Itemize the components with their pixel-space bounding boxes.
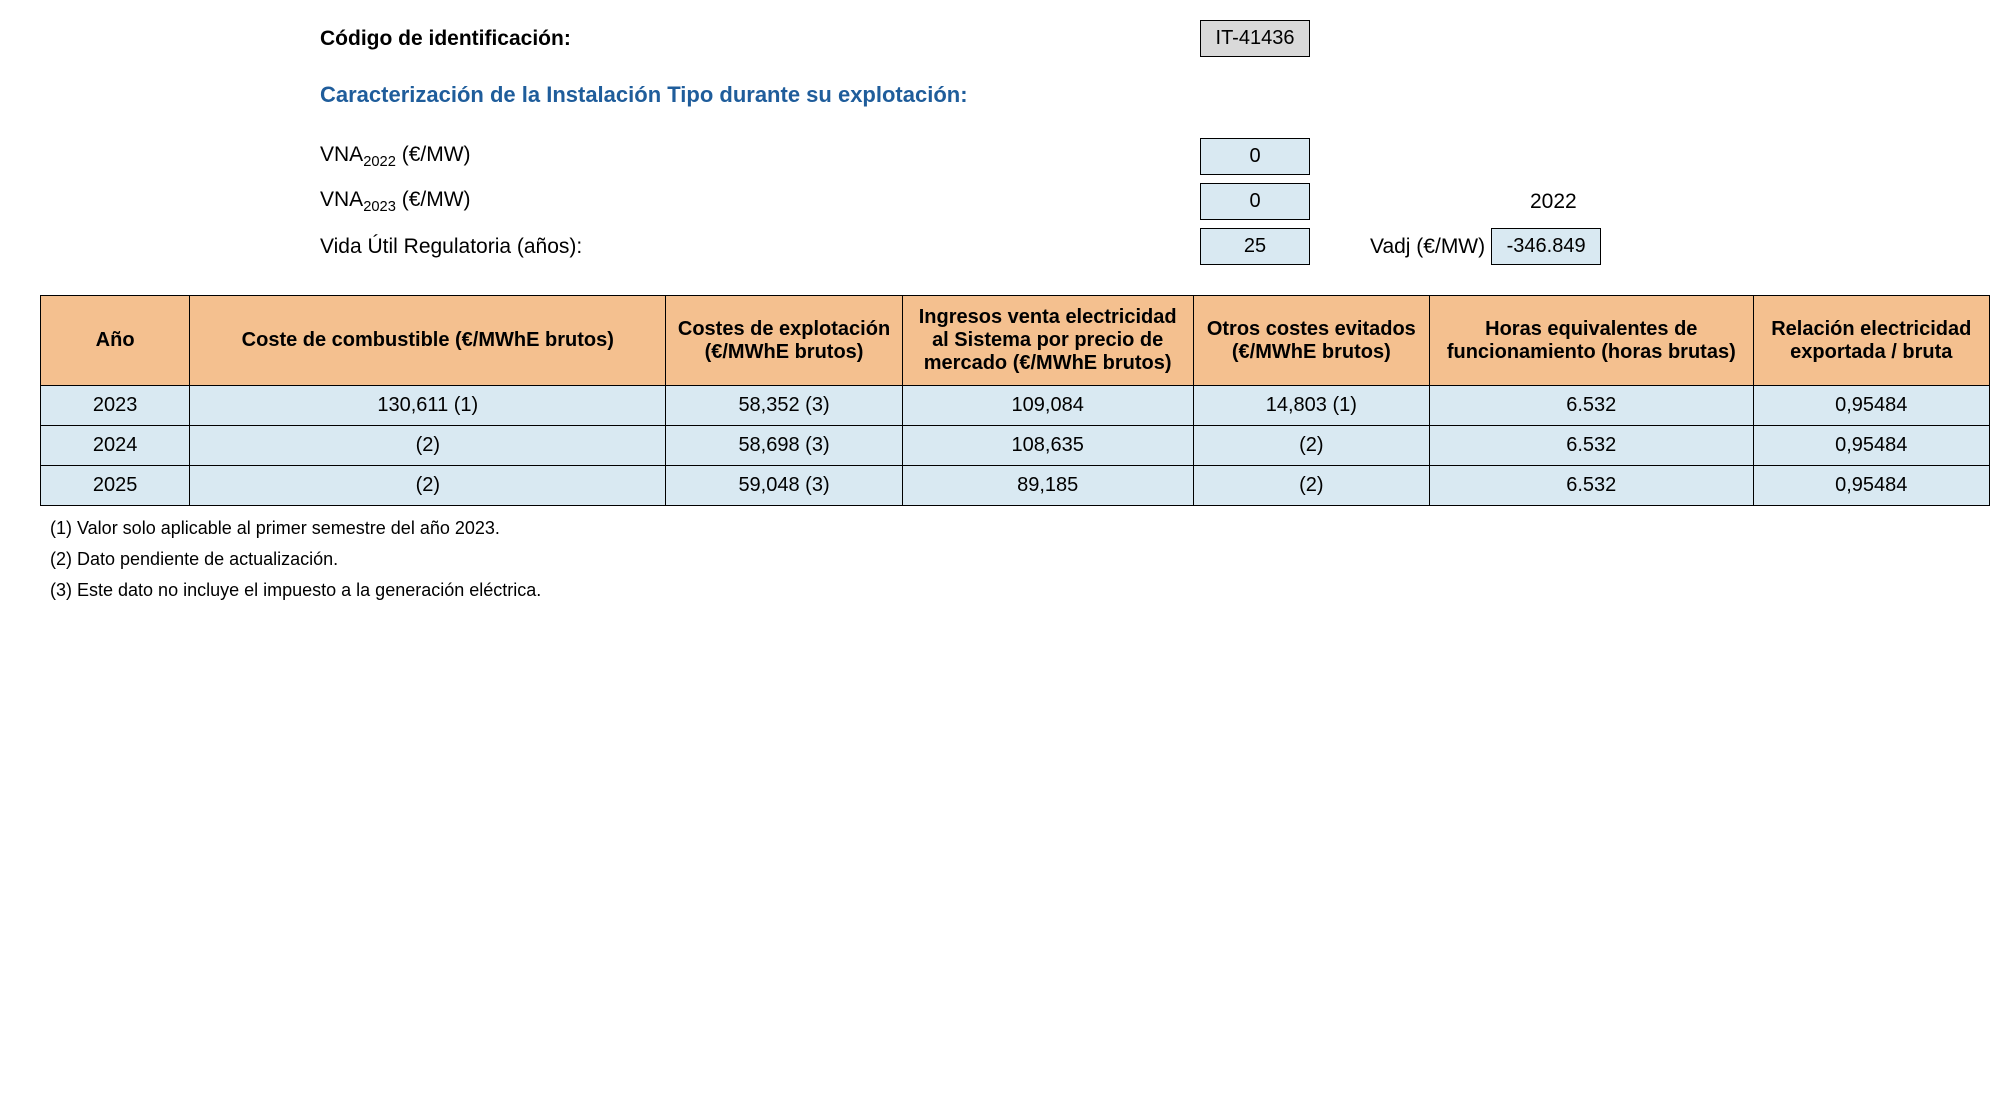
cell-ano: 2023 [41, 386, 190, 426]
vadj-label: Vadj (€/MW) [1370, 235, 1485, 259]
vida-util-value: 25 [1200, 228, 1310, 265]
cell-ano: 2025 [41, 466, 190, 506]
footnotes: (1) Valor solo aplicable al primer semes… [50, 518, 1980, 601]
vna-2022-label: VNA2022 (€/MW) [320, 143, 1200, 170]
cell-relacion: 0,95484 [1753, 386, 1989, 426]
footnote-1: (1) Valor solo aplicable al primer semes… [50, 518, 1980, 539]
col-header-ano: Año [41, 296, 190, 386]
col-header-horas: Horas equivalentes de funcionamiento (ho… [1430, 296, 1754, 386]
cell-combustible: 130,611 (1) [190, 386, 666, 426]
table-row: 2025(2)59,048 (3)89,185(2)6.5320,95484 [41, 466, 1990, 506]
cell-horas: 6.532 [1430, 386, 1754, 426]
table-header-row: Año Coste de combustible (€/MWhE brutos)… [41, 296, 1990, 386]
characterization-heading: Caracterización de la Instalación Tipo d… [320, 82, 968, 108]
cell-otros: (2) [1193, 466, 1429, 506]
cell-ingresos: 108,635 [902, 426, 1193, 466]
cell-otros: (2) [1193, 426, 1429, 466]
cell-explotacion: 58,698 (3) [666, 426, 902, 466]
cell-combustible: (2) [190, 466, 666, 506]
vadj-value: -346.849 [1491, 228, 1601, 265]
cell-horas: 6.532 [1430, 466, 1754, 506]
cell-ano: 2024 [41, 426, 190, 466]
data-table: Año Coste de combustible (€/MWhE brutos)… [40, 295, 1990, 506]
vida-util-label: Vida Útil Regulatoria (años): [320, 235, 1200, 259]
col-header-explotacion: Costes de explotación (€/MWhE brutos) [666, 296, 902, 386]
id-code-value: IT-41436 [1200, 20, 1310, 57]
cell-otros: 14,803 (1) [1193, 386, 1429, 426]
cell-ingresos: 89,185 [902, 466, 1193, 506]
col-header-combustible: Coste de combustible (€/MWhE brutos) [190, 296, 666, 386]
cell-relacion: 0,95484 [1753, 466, 1989, 506]
vna-2023-label: VNA2023 (€/MW) [320, 188, 1200, 215]
year-2022-text: 2022 [1530, 190, 1577, 214]
footnote-3: (3) Este dato no incluye el impuesto a l… [50, 580, 1980, 601]
cell-horas: 6.532 [1430, 426, 1754, 466]
col-header-otros: Otros costes evitados (€/MWhE brutos) [1193, 296, 1429, 386]
cell-relacion: 0,95484 [1753, 426, 1989, 466]
col-header-ingresos: Ingresos venta electricidad al Sistema p… [902, 296, 1193, 386]
cell-combustible: (2) [190, 426, 666, 466]
table-row: 2024(2)58,698 (3)108,635(2)6.5320,95484 [41, 426, 1990, 466]
cell-explotacion: 59,048 (3) [666, 466, 902, 506]
vna-2022-value: 0 [1200, 138, 1310, 175]
vna-2023-value: 0 [1200, 183, 1310, 220]
table-row: 2023130,611 (1)58,352 (3)109,08414,803 (… [41, 386, 1990, 426]
id-code-label: Código de identificación: [320, 27, 1200, 51]
cell-explotacion: 58,352 (3) [666, 386, 902, 426]
footnote-2: (2) Dato pendiente de actualización. [50, 549, 1980, 570]
col-header-relacion: Relación electricidad exportada / bruta [1753, 296, 1989, 386]
cell-ingresos: 109,084 [902, 386, 1193, 426]
